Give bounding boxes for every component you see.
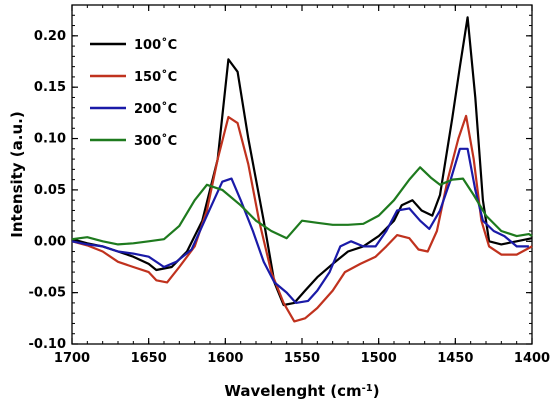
series-line-1 [71, 16, 533, 307]
y-tick-label: 0.20 [34, 29, 66, 44]
y-tick-label: 0.05 [34, 183, 66, 198]
x-axis-label: Wavelenght (cm-1) [224, 382, 379, 400]
y-axis-label: Intensity (a.u.) [8, 111, 26, 237]
x-tick-label: 1500 [361, 351, 397, 366]
y-tick-label: 0.00 [34, 234, 66, 249]
legend-label: 200˚C [134, 101, 177, 117]
legend-label: 100˚C [134, 37, 177, 53]
legend-label: 150˚C [134, 69, 177, 85]
series-layer [71, 16, 533, 323]
series-line-2 [71, 114, 533, 323]
y-tick-label: -0.05 [29, 286, 66, 301]
legend: 100˚C 150˚C 200˚C 300˚C [90, 37, 177, 149]
x-tick-label: 1400 [514, 351, 550, 366]
x-tick-label: 1550 [284, 351, 320, 366]
series-line-3 [71, 147, 529, 304]
y-tick-label: -0.10 [29, 337, 66, 352]
x-tick-label: 1650 [131, 351, 167, 366]
y-tick-label: 0.15 [34, 80, 66, 95]
x-tick-label: 1700 [54, 351, 90, 366]
y-tick-label: 0.10 [34, 132, 66, 147]
axes: 1700 1650 1600 1550 1500 1450 1400 -0.10 -0.05 0.… [29, 4, 550, 366]
x-tick-label: 1450 [437, 351, 473, 366]
x-tick-label: 1600 [207, 351, 243, 366]
legend-label: 300˚C [134, 133, 177, 149]
series-line-4 [71, 166, 533, 246]
